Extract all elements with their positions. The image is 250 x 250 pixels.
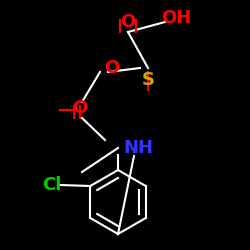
Text: NH: NH [123,139,153,157]
Text: Cl: Cl [42,176,62,194]
Text: O: O [120,13,136,31]
Text: O: O [72,99,88,117]
Text: O: O [104,59,120,77]
Text: S: S [142,71,154,89]
Text: OH: OH [161,9,191,27]
